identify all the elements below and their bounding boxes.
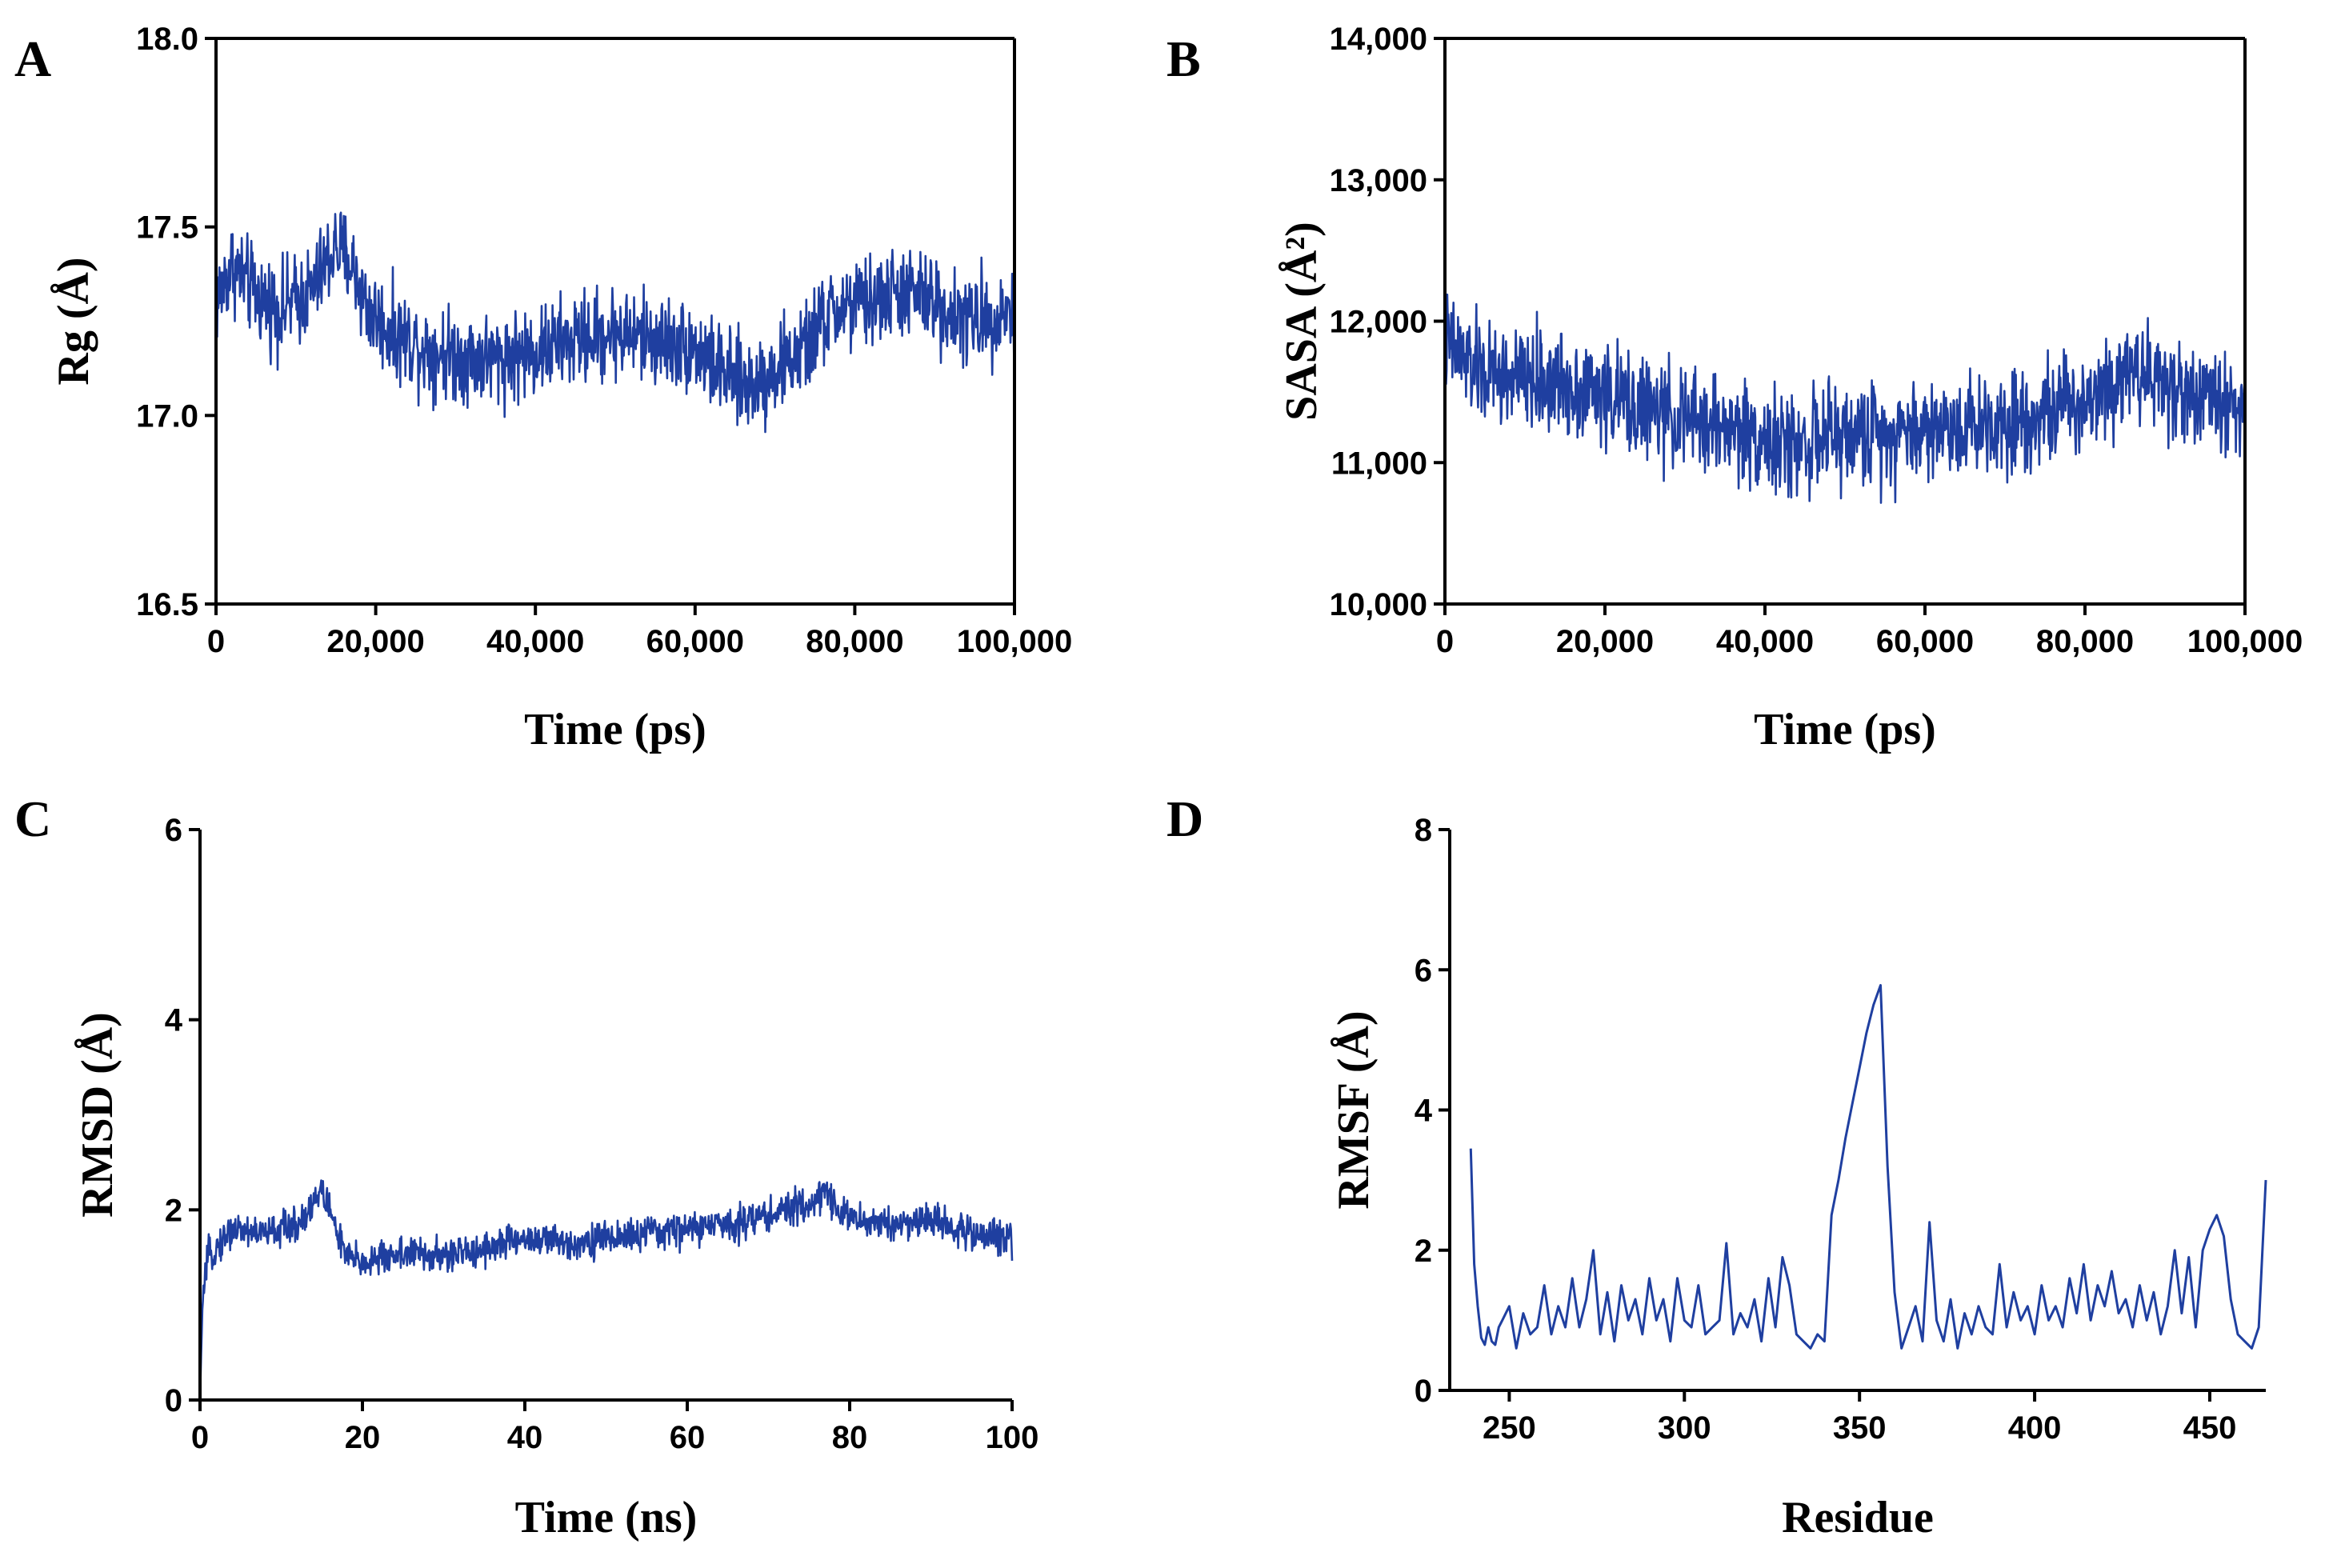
x-tick-label: 60,000 [1876,624,1974,659]
series-line [1469,984,2267,1350]
y-axis-title: Rg (Å) [49,257,98,385]
y-axis-title: RMSD (Å) [73,1012,122,1218]
y-tick-label: 2 [1415,1234,1432,1269]
x-tick-label: 60,000 [646,624,744,659]
y-tick-label: 17.5 [136,210,198,246]
x-tick-label: 40 [507,1420,543,1455]
y-tick-label: 18.0 [136,22,198,57]
y-tick-label: 0 [1415,1374,1432,1409]
x-tick-label: 0 [207,624,225,659]
x-tick-label: 0 [191,1420,209,1455]
panel-letter: C [14,790,51,847]
y-tick-label: 16.5 [136,587,198,622]
x-tick-label: 80,000 [806,624,903,659]
x-tick-label: 80 [832,1420,868,1455]
y-tick-label: 14,000 [1330,22,1427,57]
series-line [198,1179,1014,1401]
x-tick-label: 20 [345,1420,381,1455]
y-tick-label: 17.0 [136,398,198,434]
panel-a: A 16.5 17.0 17.5 18.0 0 20,000 40,000 60,000 80,0… [14,22,1072,754]
x-tick-label: 0 [1436,624,1454,659]
y-axis-title: RMSF (Å) [1329,1010,1379,1209]
y-tick-label: 6 [165,813,182,848]
panel-d: D 0 2 4 6 8 250 300 350 400 450 Residue RMSF (Å) [1167,790,2267,1542]
panel-letter: A [14,30,51,87]
x-axis-title: Time (ps) [524,705,706,754]
x-axis-title: Time (ns) [515,1493,698,1542]
panel-b: B 10,000 11,000 12,000 13,000 14,000 0 20,000 40… [1167,22,2303,754]
series-line [214,211,1016,434]
x-tick-label: 20,000 [326,624,424,659]
x-tick-label: 100,000 [2187,624,2303,659]
y-tick-label: 11,000 [1331,446,1427,481]
panel-letter: D [1167,790,1203,847]
panel-letter: B [1167,30,1201,87]
x-tick-label: 100,000 [957,624,1073,659]
x-axis-title: Time (ps) [1754,705,1936,754]
y-tick-label: 13,000 [1330,163,1427,198]
x-tick-label: 40,000 [1716,624,1814,659]
x-tick-label: 350 [1833,1410,1887,1446]
y-tick-label: 12,000 [1330,305,1427,340]
y-tick-label: 6 [1415,953,1432,988]
series-line [1443,293,2247,504]
y-tick-label: 4 [1415,1094,1433,1129]
y-tick-label: 8 [1415,813,1432,848]
y-tick-label: 0 [165,1383,182,1418]
x-tick-label: 450 [2183,1410,2237,1446]
x-tick-label: 400 [2008,1410,2062,1446]
x-tick-label: 40,000 [486,624,584,659]
x-tick-label: 80,000 [2036,624,2134,659]
y-axis-title: SASA (Å²) [1277,222,1327,421]
x-tick-label: 250 [1483,1410,1536,1446]
y-tick-label: 4 [165,1003,183,1038]
y-tick-label: 10,000 [1330,587,1427,622]
x-tick-label: 300 [1658,1410,1711,1446]
x-tick-label: 20,000 [1556,624,1654,659]
x-tick-label: 60 [670,1420,706,1455]
y-tick-label: 2 [165,1193,182,1228]
x-axis-title: Residue [1782,1493,1934,1542]
x-tick-label: 100 [986,1420,1039,1455]
